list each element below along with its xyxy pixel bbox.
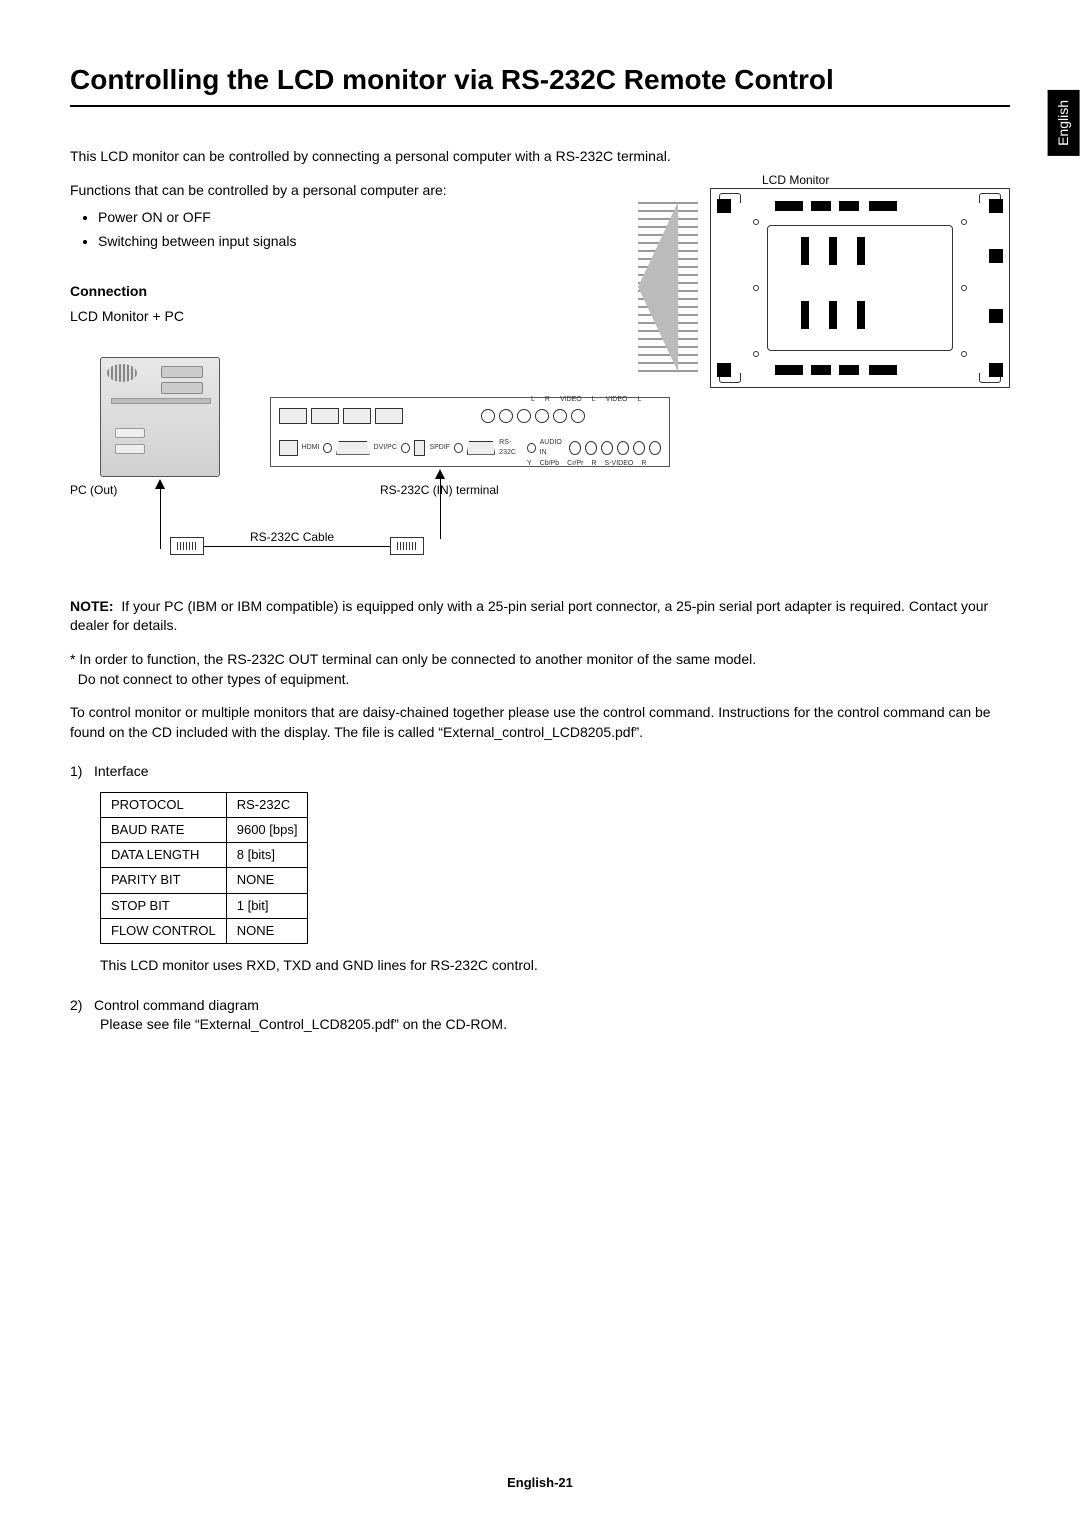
star-note-line: * In order to function, the RS-232C OUT …	[70, 651, 756, 667]
table-cell: STOP BIT	[101, 893, 227, 918]
table-cell: PROTOCOL	[101, 792, 227, 817]
table-row: PARITY BITNONE	[101, 868, 308, 893]
table-cell: BAUD RATE	[101, 818, 227, 843]
note-text: NOTE: If your PC (IBM or IBM compatible)…	[70, 597, 1010, 636]
section-after: This LCD monitor uses RXD, TXD and GND l…	[100, 956, 1010, 976]
section-title: Control command diagram	[94, 997, 259, 1013]
table-cell: PARITY BIT	[101, 868, 227, 893]
port-label: R	[641, 459, 646, 469]
star-note: * In order to function, the RS-232C OUT …	[70, 650, 1010, 689]
section-control-diagram: 2)Control command diagram Please see fil…	[70, 996, 1010, 1035]
connection-diagram: PC (Out) L R VIDEO L VIDEO L HDMI DVI/PC…	[70, 337, 1010, 577]
table-cell: DATA LENGTH	[101, 843, 227, 868]
port-label: Cb/Pb	[540, 459, 559, 469]
note-label: NOTE:	[70, 598, 114, 614]
port-label: HDMI	[302, 443, 320, 453]
arrow-icon	[155, 479, 165, 489]
table-cell: FLOW CONTROL	[101, 918, 227, 943]
table-row: PROTOCOLRS-232C	[101, 792, 308, 817]
table-cell: 8 [bits]	[226, 843, 308, 868]
table-row: BAUD RATE9600 [bps]	[101, 818, 308, 843]
star-note-line: Do not connect to other types of equipme…	[78, 671, 350, 687]
table-row: DATA LENGTH8 [bits]	[101, 843, 308, 868]
table-cell: 9600 [bps]	[226, 818, 308, 843]
section-num: 1)	[70, 762, 94, 782]
port-label: Y	[527, 459, 532, 469]
table-row: FLOW CONTROLNONE	[101, 918, 308, 943]
port-label: AUDIO IN	[540, 438, 566, 458]
section-num: 2)	[70, 996, 94, 1016]
port-label: RS-232C	[499, 438, 523, 458]
interface-table: PROTOCOLRS-232C BAUD RATE9600 [bps] DATA…	[100, 792, 308, 944]
language-tab: English	[1048, 90, 1080, 156]
lcd-monitor-label: LCD Monitor	[762, 172, 829, 189]
section-interface: 1)Interface PROTOCOLRS-232C BAUD RATE960…	[70, 762, 1010, 975]
table-cell: NONE	[226, 918, 308, 943]
pc-out-label: PC (Out)	[70, 482, 117, 499]
pc-icon	[100, 357, 220, 477]
port-label: Cr/Pr	[567, 459, 583, 469]
page-title: Controlling the LCD monitor via RS-232C …	[70, 60, 1010, 107]
arrow-icon	[435, 469, 445, 479]
section-title: Interface	[94, 763, 148, 779]
daisy-para: To control monitor or multiple monitors …	[70, 703, 1010, 742]
page-footer: English-21	[0, 1474, 1080, 1492]
table-cell: NONE	[226, 868, 308, 893]
connector-icon	[390, 537, 424, 555]
cable-label: RS-232C Cable	[250, 529, 334, 546]
port-label: SPDIF	[429, 443, 450, 453]
connector-icon	[170, 537, 204, 555]
intro-text: This LCD monitor can be controlled by co…	[70, 147, 1010, 167]
port-label: S-VIDEO	[605, 459, 634, 469]
table-cell: 1 [bit]	[226, 893, 308, 918]
section-after: Please see file “External_Control_LCD820…	[100, 1015, 1010, 1035]
table-cell: RS-232C	[226, 792, 308, 817]
note-body: If your PC (IBM or IBM compatible) is eq…	[70, 598, 988, 634]
ports-panel-icon: L R VIDEO L VIDEO L HDMI DVI/PC SPDIF RS…	[270, 397, 670, 467]
port-label: R	[591, 459, 596, 469]
port-label: DVI/PC	[374, 443, 397, 453]
table-row: STOP BIT1 [bit]	[101, 893, 308, 918]
